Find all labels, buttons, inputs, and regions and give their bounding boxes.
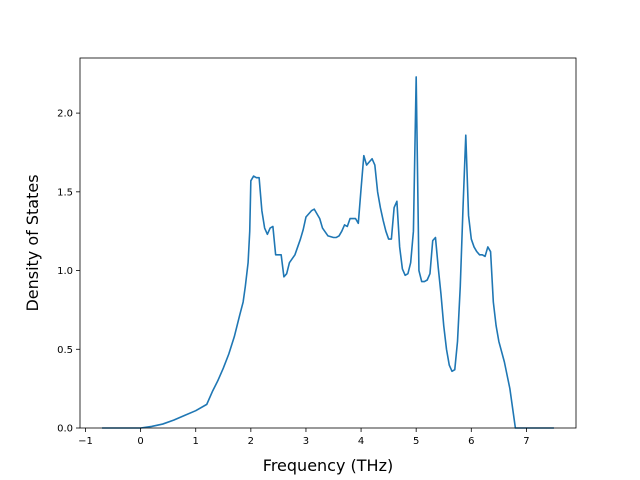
x-tick-label: 0 [137,436,143,447]
dos-series-line-0 [102,76,554,429]
y-tick-label: 0.5 [57,345,73,356]
y-axis-ticks: 0.0 0.5 1.0 1.5 2.0 [57,109,80,435]
x-axis-label: Frequency (THz) [263,456,393,475]
y-tick-label: 1.5 [57,187,73,198]
x-tick-label: 6 [468,436,474,447]
axes-frame [79,57,577,429]
y-tick-label: 2.0 [57,109,73,120]
x-tick-label: 5 [413,436,419,447]
x-tick-label: 7 [523,436,529,447]
y-axis-label: Density of States [23,174,42,311]
y-tick-label: 1.0 [57,266,73,277]
x-tick-label: 4 [358,436,364,447]
plot-area [102,76,554,429]
x-axis-ticks: −1 0 1 2 3 4 5 6 7 [78,428,530,447]
y-tick-label: 0.0 [57,424,73,435]
x-tick-label: −1 [78,436,93,447]
x-tick-label: 1 [193,436,199,447]
x-tick-label: 3 [303,436,309,447]
x-tick-label: 2 [248,436,254,447]
